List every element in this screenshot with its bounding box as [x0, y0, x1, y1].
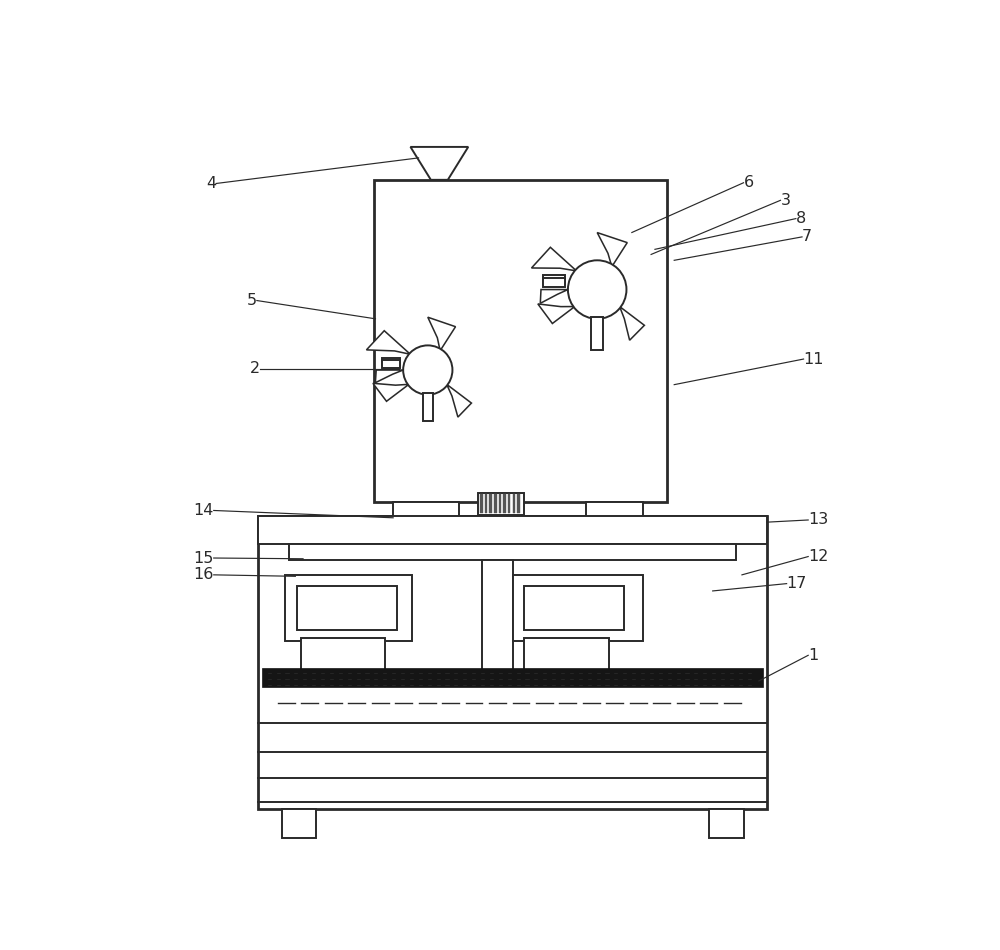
Bar	[297, 586, 397, 630]
Text: 3: 3	[780, 193, 790, 208]
Bar	[382, 357, 400, 365]
Circle shape	[403, 346, 452, 394]
Bar	[543, 277, 565, 287]
Bar	[709, 809, 744, 838]
Bar	[489, 494, 492, 513]
Bar	[586, 502, 643, 539]
Bar	[499, 494, 501, 513]
Bar	[423, 393, 433, 422]
Bar	[382, 360, 400, 368]
Bar	[480, 494, 483, 513]
Bar	[262, 669, 763, 687]
Bar	[301, 638, 385, 674]
Text: 2: 2	[250, 361, 260, 376]
Text: 14: 14	[193, 503, 214, 518]
Polygon shape	[540, 290, 568, 303]
Polygon shape	[410, 147, 468, 180]
Bar	[543, 275, 565, 284]
Bar	[524, 586, 624, 630]
Polygon shape	[447, 385, 471, 417]
Bar	[258, 516, 767, 544]
Bar	[508, 494, 510, 513]
Bar	[517, 494, 520, 513]
Text: 16: 16	[193, 567, 214, 582]
Text: 1: 1	[808, 648, 818, 663]
Polygon shape	[366, 331, 410, 354]
Text: 5: 5	[247, 293, 257, 308]
Bar	[482, 560, 512, 674]
Polygon shape	[538, 304, 575, 324]
Bar	[282, 809, 316, 838]
Polygon shape	[532, 247, 577, 271]
Bar	[285, 575, 412, 640]
Bar	[591, 317, 603, 351]
Text: 11: 11	[804, 352, 824, 367]
Polygon shape	[428, 317, 456, 351]
Text: 13: 13	[808, 512, 828, 527]
Text: 7: 7	[802, 229, 812, 244]
Polygon shape	[373, 383, 409, 401]
Bar	[374, 180, 667, 502]
Bar	[258, 517, 767, 809]
Bar	[512, 494, 515, 513]
Text: 12: 12	[808, 549, 829, 564]
Bar	[393, 502, 459, 539]
Text: 6: 6	[744, 175, 754, 190]
Polygon shape	[597, 233, 627, 267]
Bar	[478, 493, 524, 515]
Text: 17: 17	[787, 576, 807, 591]
Bar	[512, 575, 643, 640]
Text: 8: 8	[796, 211, 806, 226]
Bar	[494, 494, 497, 513]
Text: 15: 15	[193, 550, 214, 565]
Bar	[524, 638, 609, 674]
Bar	[485, 494, 487, 513]
Polygon shape	[620, 307, 644, 340]
Circle shape	[568, 260, 626, 319]
Text: 4: 4	[206, 176, 216, 191]
Bar	[503, 494, 506, 513]
Bar	[289, 544, 736, 560]
Polygon shape	[375, 370, 403, 383]
